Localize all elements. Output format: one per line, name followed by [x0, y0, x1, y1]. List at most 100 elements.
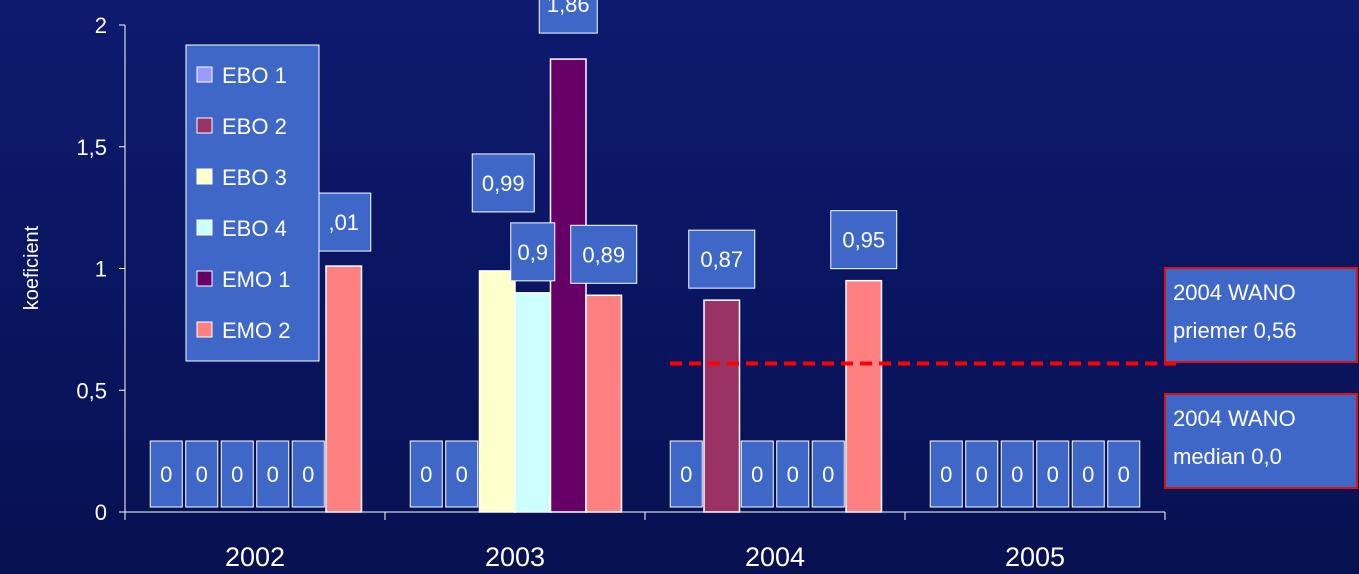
data-label: 0,99 — [471, 153, 535, 213]
y-tick-label: 2 — [95, 13, 107, 38]
data-label-box — [688, 229, 756, 289]
data-label-box — [471, 153, 535, 213]
legend-label: EBO 2 — [222, 114, 287, 139]
data-label: 0 — [929, 440, 963, 508]
bar — [549, 58, 587, 513]
data-label-box — [830, 210, 898, 270]
data-label-box — [291, 440, 325, 508]
data-label-box — [538, 0, 598, 34]
data-label-text: 0 — [231, 462, 243, 487]
data-label-text: 0 — [680, 462, 692, 487]
bar — [845, 279, 883, 513]
data-label: 0 — [1107, 440, 1141, 508]
data-label-box — [185, 440, 219, 508]
x-axis: 2002 2003 2004 2005 — [124, 511, 1166, 572]
annotation-text: priemer 0,56 — [1173, 318, 1297, 343]
x-tick-label: 2002 — [225, 542, 285, 572]
annotation: 2004 WANO median 0,0 — [1164, 393, 1358, 489]
data-label-text: 0,9 — [517, 240, 548, 265]
legend-label: EBO 4 — [222, 216, 287, 241]
legend-label: EBO 3 — [222, 165, 287, 190]
data-label: 0 — [776, 440, 810, 508]
bar — [325, 265, 363, 513]
data-label: 0 — [409, 440, 443, 508]
data-label: 0,9 — [510, 222, 556, 282]
data-label-text: 0,89 — [582, 242, 625, 267]
value-labels: 0 0 0 00 0 00 0 00 0 00 0 0 0,010,990,91,860,89 0,870… — [149, 0, 1141, 508]
y-axis-label: koeficient — [21, 225, 43, 310]
legend-label: EMO 2 — [222, 318, 290, 343]
annotation-text: median 0,0 — [1173, 444, 1282, 469]
data-label-text: 0 — [1082, 462, 1094, 487]
y-tick-label: 0 — [95, 500, 107, 525]
data-label: 0 — [965, 440, 999, 508]
data-label: 0 — [220, 440, 254, 508]
data-label: 0,89 — [570, 224, 638, 284]
data-label: 0 — [256, 440, 290, 508]
legend-swatch — [196, 168, 213, 185]
data-label: 0 — [185, 440, 219, 508]
data-label-box — [1036, 440, 1070, 508]
data-label-box — [669, 440, 703, 508]
legend-label: EMO 1 — [222, 267, 290, 292]
data-label-box — [149, 440, 183, 508]
bar — [514, 292, 552, 513]
data-label: ,01 — [316, 192, 372, 252]
legend-label: EBO 1 — [222, 63, 287, 88]
x-tick-label: 2003 — [485, 542, 545, 572]
legend-box — [185, 44, 320, 362]
bar — [585, 294, 623, 513]
data-label-box — [929, 440, 963, 508]
legend-swatch — [196, 321, 213, 338]
data-label-text: 0 — [1047, 462, 1059, 487]
data-label-box — [965, 440, 999, 508]
data-label-text: 0 — [976, 462, 988, 487]
data-label-text: 0 — [751, 462, 763, 487]
data-label: 1,86 — [538, 0, 598, 34]
data-label-box — [740, 440, 774, 508]
data-label-text: 1,86 — [547, 0, 590, 17]
legend-swatch — [196, 117, 213, 134]
x-tick-label: 2005 — [1005, 542, 1065, 572]
data-label-text: 0 — [420, 462, 432, 487]
data-label-text: 0 — [787, 462, 799, 487]
data-label: 0 — [1000, 440, 1034, 508]
data-label-box — [445, 440, 479, 508]
data-label-text: ,01 — [328, 210, 359, 235]
y-tick-label: 0,5 — [76, 378, 107, 403]
data-label-text: 0 — [456, 462, 468, 487]
data-label: 0 — [669, 440, 703, 508]
legend-swatch — [196, 270, 213, 287]
annotations: 2004 WANO priemer 0,56 2004 WANO median 0,0 — [1164, 267, 1358, 489]
data-label-text: 0 — [940, 462, 952, 487]
data-label: 0 — [149, 440, 183, 508]
y-tick-label: 1 — [95, 257, 107, 282]
annotation-box — [1164, 267, 1358, 363]
data-label: 0 — [445, 440, 479, 508]
data-label-text: 0 — [267, 462, 279, 487]
data-label-box — [776, 440, 810, 508]
legend: EBO 1 EBO 2 EBO 3 EBO 4 EMO 1 EMO 2 — [185, 44, 320, 362]
data-label: 0 — [291, 440, 325, 508]
data-label: 0 — [811, 440, 845, 508]
data-label-box — [1071, 440, 1105, 508]
annotation-text: 2004 WANO — [1173, 280, 1296, 305]
data-label-box — [1107, 440, 1141, 508]
data-label-text: 0,87 — [700, 247, 743, 272]
bar — [478, 270, 516, 513]
data-label-text: 0 — [160, 462, 172, 487]
y-tick-label: 1,5 — [76, 135, 107, 160]
annotation: 2004 WANO priemer 0,56 — [1164, 267, 1358, 363]
legend-swatch — [196, 219, 213, 236]
data-label-text: 0 — [822, 462, 834, 487]
data-label: 0 — [740, 440, 774, 508]
x-tick-label: 2004 — [745, 542, 805, 572]
bar — [703, 299, 741, 513]
bars — [325, 58, 883, 513]
data-label: 0,95 — [830, 210, 898, 270]
data-label-box — [811, 440, 845, 508]
data-label-text: 0 — [1118, 462, 1130, 487]
data-label-text: 0,99 — [482, 171, 525, 196]
data-label: 0,87 — [688, 229, 756, 289]
